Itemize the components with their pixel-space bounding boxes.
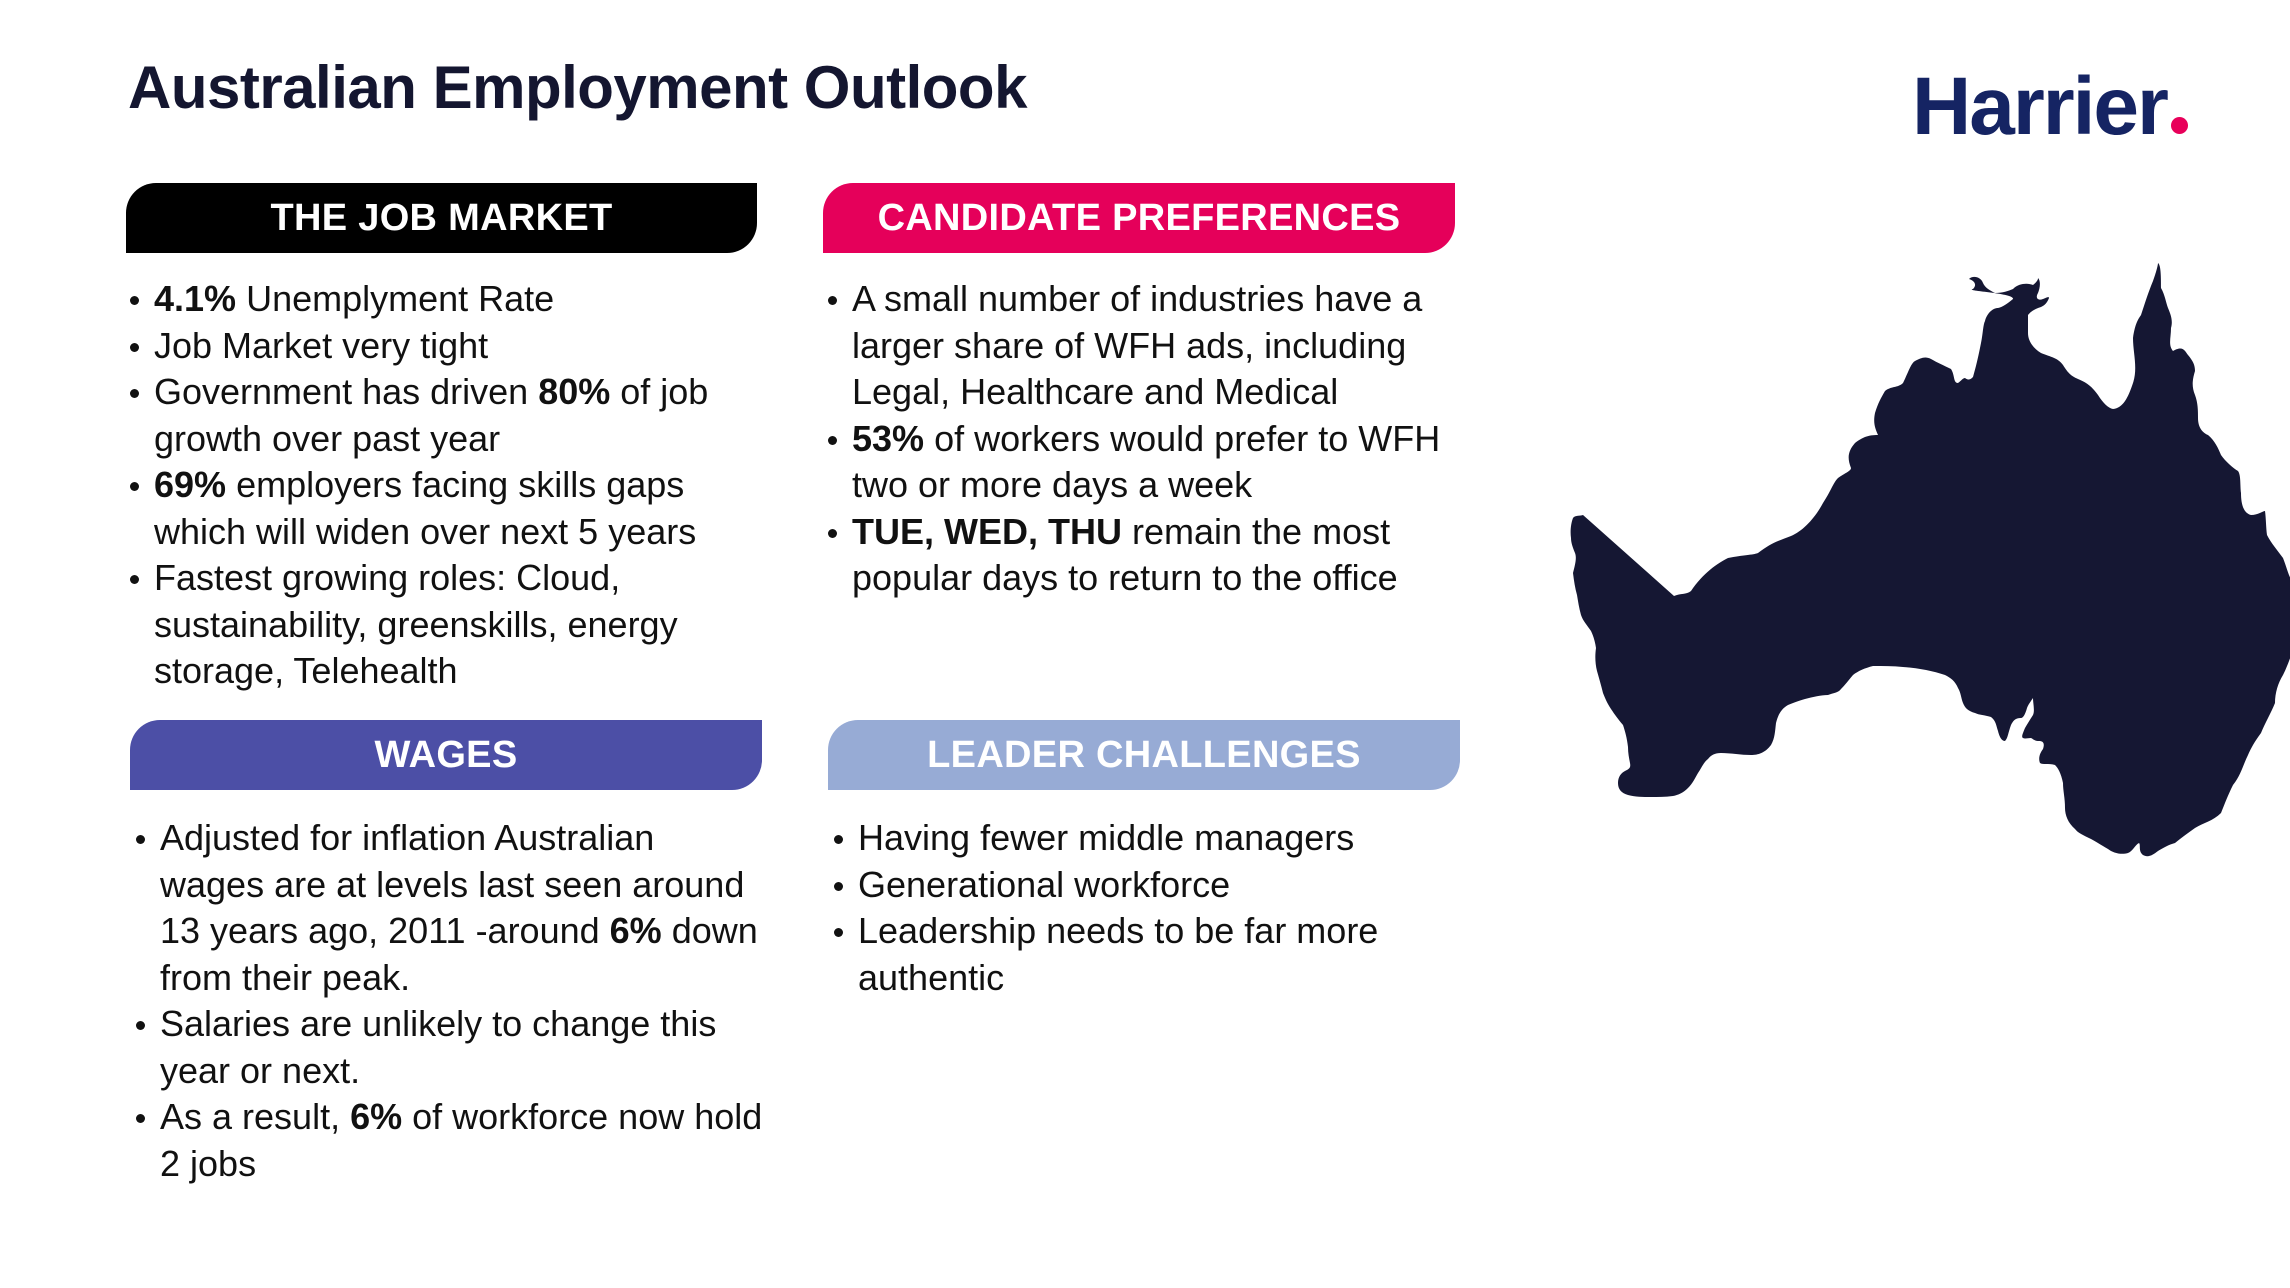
- item-text: As a result,: [160, 1096, 351, 1137]
- list-item: 4.1% Unemplyment Rate: [128, 276, 768, 323]
- list-item: As a result, 6% of workforce now hold 2 …: [134, 1094, 764, 1187]
- logo-text: Harrier: [1912, 61, 2169, 152]
- list-item: Fastest growing roles: Cloud, sustainabi…: [128, 555, 768, 695]
- bullet-icon: [136, 835, 145, 844]
- job-market-banner: THE JOB MARKET: [126, 183, 757, 253]
- bullet-icon: [130, 575, 139, 584]
- bullet-icon: [834, 928, 843, 937]
- bullet-icon: [130, 389, 139, 398]
- item-text: Unemplyment Rate: [236, 278, 555, 319]
- wages-heading: WAGES: [374, 733, 518, 776]
- item-highlight: 6%: [350, 1096, 403, 1137]
- list-item: 69% employers facing skills gaps which w…: [128, 462, 768, 555]
- list-item: 53% of workers would prefer to WFH two o…: [826, 416, 1456, 509]
- wages-list: Adjusted for inflation Australian wages …: [134, 815, 764, 1187]
- bullet-icon: [136, 1021, 145, 1030]
- item-text: Leadership needs to be far more authenti…: [858, 910, 1379, 998]
- leader-challenges-heading: LEADER CHALLENGES: [927, 733, 1361, 776]
- list-item: A small number of industries have a larg…: [826, 276, 1456, 416]
- page-title: Australian Employment Outlook: [128, 54, 1027, 121]
- item-text: employers facing skills gaps which will …: [154, 464, 697, 552]
- item-text: Adjusted for inflation Australian wages …: [160, 817, 745, 951]
- item-highlight: 4.1%: [154, 278, 237, 319]
- item-text: of job growth over past year: [154, 371, 709, 459]
- item-text: Fastest growing roles: Cloud, sustainabi…: [154, 557, 678, 691]
- bullet-icon: [834, 835, 843, 844]
- item-highlight: 53%: [852, 417, 925, 459]
- item-text: Salaries are unlikely to change this yea…: [160, 1003, 717, 1091]
- bullet-icon: [130, 342, 139, 352]
- item-text: A small number of industries have a larg…: [852, 278, 1423, 412]
- bullet-icon: [828, 435, 837, 445]
- item-text: down from their peak.: [160, 910, 758, 998]
- wages-banner: WAGES: [130, 720, 762, 790]
- candidate-preferences-banner: CANDIDATE PREFERENCES: [823, 183, 1455, 253]
- item-text: Government has driven: [154, 371, 539, 412]
- item-text: Job Market very tight: [154, 324, 489, 366]
- candidate-preferences-list: A small number of industries have a larg…: [826, 276, 1456, 602]
- bullet-icon: [130, 482, 139, 491]
- candidate-preferences-heading: CANDIDATE PREFERENCES: [877, 196, 1401, 239]
- job-market-heading: THE JOB MARKET: [270, 196, 613, 239]
- item-text: Having fewer middle managers: [858, 817, 1355, 858]
- job-market-list: 4.1% Unemplyment Rate Job Market very tig…: [128, 276, 768, 695]
- list-item: Adjusted for inflation Australian wages …: [134, 815, 764, 1001]
- logo-dot-icon: [2170, 117, 2188, 134]
- item-highlight: 69%: [154, 464, 227, 505]
- item-highlight: 80%: [538, 371, 611, 412]
- bullet-icon: [834, 881, 843, 891]
- australia-mainland: [1570, 263, 2290, 857]
- bullet-icon: [130, 296, 139, 305]
- item-text: Generational workforce: [858, 863, 1231, 905]
- leader-challenges-banner: LEADER CHALLENGES: [828, 720, 1460, 790]
- list-item: Salaries are unlikely to change this yea…: [134, 1001, 764, 1094]
- bullet-icon: [828, 296, 837, 305]
- list-item: Government has driven 80% of job growth …: [128, 369, 768, 462]
- harrier-logo: Harrier: [1912, 66, 2188, 148]
- bullet-icon: [136, 1114, 145, 1123]
- item-highlight: 6%: [609, 910, 662, 951]
- item-text: remain the most popular days to return t…: [852, 510, 1398, 599]
- leader-challenges-list: Having fewer middle managers Generational…: [832, 815, 1462, 1001]
- list-item: Job Market very tight: [128, 323, 768, 370]
- list-item: Generational workforce: [832, 862, 1462, 909]
- item-highlight: TUE, WED, THU: [852, 510, 1122, 552]
- list-item: Having fewer middle managers: [832, 815, 1462, 862]
- bullet-icon: [828, 528, 837, 538]
- item-text: of workers would prefer to WFH two or mo…: [852, 417, 1441, 506]
- list-item: TUE, WED, THU remain the most popular da…: [826, 509, 1456, 602]
- list-item: Leadership needs to be far more authenti…: [832, 908, 1462, 1001]
- item-text: of workforce now hold 2 jobs: [160, 1096, 763, 1184]
